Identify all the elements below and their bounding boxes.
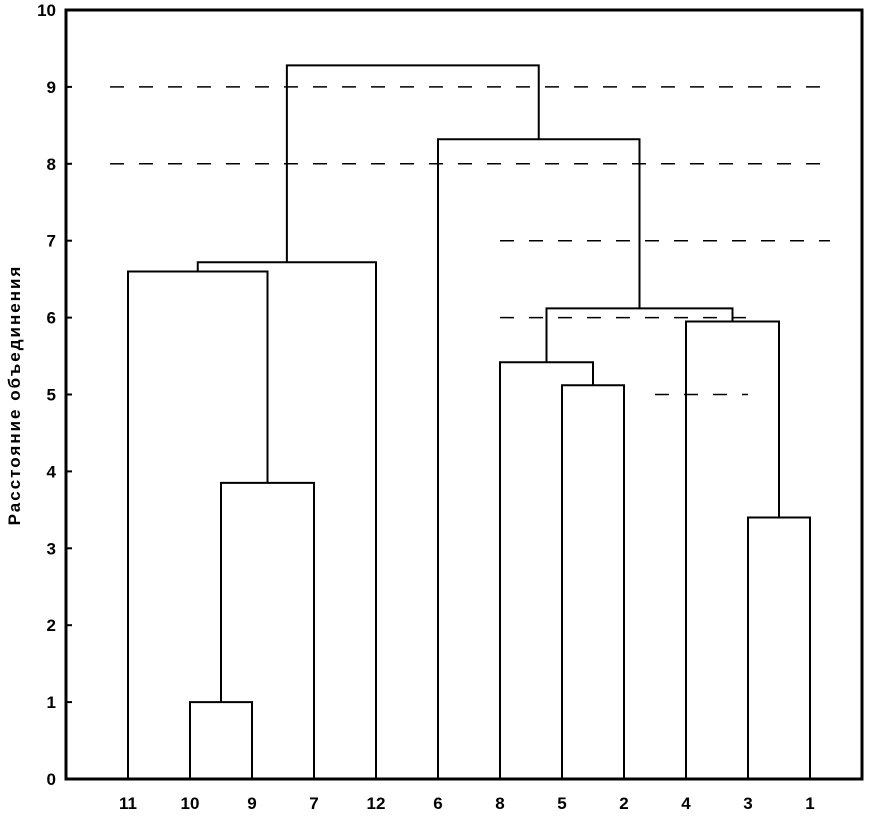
leaf-label-4: 4 [681,794,691,813]
leaf-label-8: 8 [495,794,504,813]
y-tick-label-3: 3 [47,539,56,558]
merge-link-10 [437,138,641,779]
y-tick-label-5: 5 [47,386,56,405]
leaf-label-5: 5 [557,794,566,813]
leaf-label-7: 7 [309,794,318,813]
y-tick-label-10: 10 [37,1,56,20]
y-tick-label-8: 8 [47,155,56,174]
y-tick-label-4: 4 [47,462,57,481]
leaf-label-6: 6 [433,794,442,813]
leaf-label-3: 3 [743,794,752,813]
merge-link-7 [747,516,811,779]
reference-lines [110,86,830,396]
y-axis-ticks: 0 1 2 3 4 5 6 7 8 9 10 [37,1,72,789]
y-tick-label-9: 9 [47,78,56,97]
merge-link-5 [561,384,625,779]
y-tick-label-6: 6 [47,309,56,328]
y-tick-label-1: 1 [47,693,56,712]
leaf-label-2: 2 [619,794,628,813]
merge-link-2 [220,481,315,779]
y-tick-label-2: 2 [47,616,56,635]
leaf-label-12: 12 [367,794,386,813]
merge-link-9 [545,307,734,363]
leaf-label-11: 11 [119,794,137,813]
leaf-label-10: 10 [181,794,200,813]
dendrogram-links [127,64,811,779]
y-tick-label-7: 7 [47,232,56,251]
leaf-label-9: 9 [247,794,256,813]
y-tick-label-0: 0 [47,770,56,789]
y-axis-label: Расстояние объединения [5,265,24,526]
merge-link-11 [285,64,540,263]
merge-link-8 [685,320,780,779]
x-axis-leaf-labels: 11 10 9 7 12 6 8 5 2 4 3 1 [119,773,815,813]
leaf-label-1: 1 [805,794,814,813]
merge-link-6 [499,361,594,779]
merge-link-1 [189,701,253,779]
